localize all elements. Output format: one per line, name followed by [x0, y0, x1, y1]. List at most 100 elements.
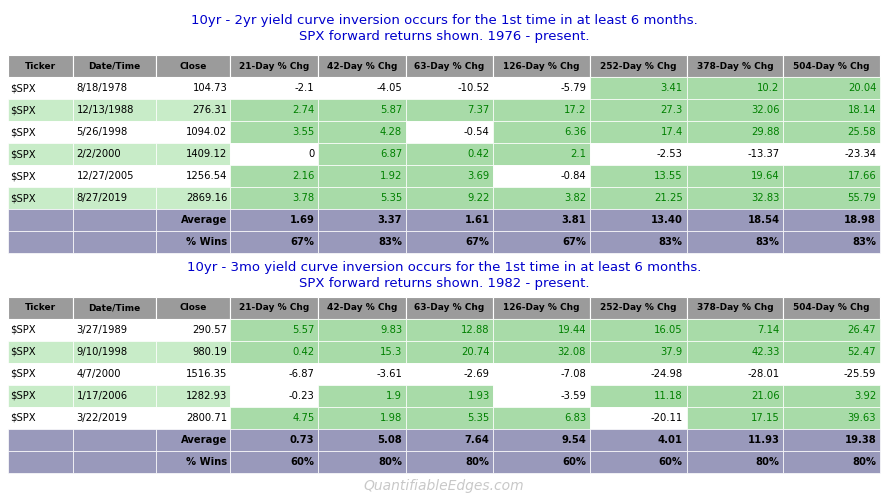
Text: 0.73: 0.73: [290, 435, 314, 445]
Bar: [156, 341, 230, 363]
Bar: [783, 451, 880, 473]
Text: 13.55: 13.55: [654, 171, 683, 181]
Bar: [686, 209, 783, 231]
Bar: [156, 121, 230, 143]
Bar: [73, 297, 156, 319]
Text: $SPX: $SPX: [11, 83, 36, 93]
Text: 18.14: 18.14: [848, 105, 876, 115]
Bar: [493, 385, 590, 407]
Text: 42-Day % Chg: 42-Day % Chg: [327, 62, 397, 71]
Text: Date/Time: Date/Time: [89, 304, 141, 313]
Bar: [8, 143, 73, 165]
Text: 1.9: 1.9: [386, 391, 402, 401]
Text: 8/27/2019: 8/27/2019: [76, 193, 128, 203]
Bar: [8, 209, 73, 231]
Text: 2.1: 2.1: [570, 149, 586, 159]
Text: $SPX: $SPX: [11, 391, 36, 401]
Bar: [73, 451, 156, 473]
Text: -7.08: -7.08: [560, 369, 586, 379]
Bar: [73, 77, 156, 99]
Text: -5.79: -5.79: [560, 83, 586, 93]
Text: 9.22: 9.22: [467, 193, 490, 203]
Text: 13.40: 13.40: [651, 215, 683, 225]
Bar: [156, 385, 230, 407]
Text: $SPX: $SPX: [11, 127, 36, 137]
Text: -0.54: -0.54: [464, 127, 490, 137]
Bar: [686, 341, 783, 363]
Text: 80%: 80%: [756, 457, 780, 467]
Bar: [406, 429, 493, 451]
Bar: [73, 165, 156, 187]
Text: 63-Day % Chg: 63-Day % Chg: [415, 304, 485, 313]
Bar: [318, 407, 406, 429]
Bar: [230, 429, 318, 451]
Text: 2/2/2000: 2/2/2000: [76, 149, 121, 159]
Bar: [493, 99, 590, 121]
Bar: [493, 297, 590, 319]
Bar: [783, 319, 880, 341]
Text: 3.92: 3.92: [854, 391, 876, 401]
Text: % Wins: % Wins: [186, 237, 227, 247]
Text: 504-Day % Chg: 504-Day % Chg: [793, 304, 870, 313]
Text: 19.44: 19.44: [558, 325, 586, 335]
Bar: [318, 55, 406, 77]
Text: 55.79: 55.79: [847, 193, 876, 203]
Text: -2.53: -2.53: [657, 149, 683, 159]
Text: 12.88: 12.88: [461, 325, 490, 335]
Bar: [493, 341, 590, 363]
Bar: [230, 187, 318, 209]
Text: -0.23: -0.23: [289, 391, 314, 401]
Text: SPX forward returns shown. 1982 - present.: SPX forward returns shown. 1982 - presen…: [298, 277, 590, 290]
Text: 11.93: 11.93: [748, 435, 780, 445]
Text: $SPX: $SPX: [11, 149, 36, 159]
Text: $SPX: $SPX: [11, 369, 36, 379]
Bar: [8, 297, 73, 319]
Bar: [783, 385, 880, 407]
Bar: [590, 341, 686, 363]
Text: 5/26/1998: 5/26/1998: [76, 127, 128, 137]
Text: 504-Day % Chg: 504-Day % Chg: [793, 62, 870, 71]
Bar: [156, 407, 230, 429]
Bar: [493, 209, 590, 231]
Text: -4.05: -4.05: [377, 83, 402, 93]
Text: 10yr - 2yr yield curve inversion occurs for the 1st time in at least 6 months.: 10yr - 2yr yield curve inversion occurs …: [191, 14, 697, 27]
Text: 67%: 67%: [290, 237, 314, 247]
Bar: [318, 429, 406, 451]
Bar: [318, 121, 406, 143]
Text: -13.37: -13.37: [748, 149, 780, 159]
Text: Ticker: Ticker: [25, 62, 56, 71]
Bar: [8, 429, 73, 451]
Text: 3.41: 3.41: [661, 83, 683, 93]
Text: 4/7/2000: 4/7/2000: [76, 369, 121, 379]
Text: 32.06: 32.06: [751, 105, 780, 115]
Bar: [8, 121, 73, 143]
Bar: [590, 99, 686, 121]
Bar: [406, 55, 493, 77]
Bar: [73, 231, 156, 253]
Bar: [318, 99, 406, 121]
Text: 3.81: 3.81: [561, 215, 586, 225]
Text: 1/17/2006: 1/17/2006: [76, 391, 128, 401]
Text: $SPX: $SPX: [11, 347, 36, 357]
Text: 378-Day % Chg: 378-Day % Chg: [697, 62, 773, 71]
Bar: [686, 231, 783, 253]
Text: 15.3: 15.3: [380, 347, 402, 357]
Bar: [493, 231, 590, 253]
Bar: [686, 319, 783, 341]
Bar: [230, 319, 318, 341]
Text: 1409.12: 1409.12: [186, 149, 227, 159]
Text: 5.08: 5.08: [377, 435, 402, 445]
Text: 20.74: 20.74: [461, 347, 490, 357]
Bar: [590, 429, 686, 451]
Bar: [590, 209, 686, 231]
Text: Date/Time: Date/Time: [89, 62, 141, 71]
Text: -3.61: -3.61: [377, 369, 402, 379]
Bar: [406, 165, 493, 187]
Text: 10yr - 3mo yield curve inversion occurs for the 1st time in at least 6 months.: 10yr - 3mo yield curve inversion occurs …: [186, 261, 702, 274]
Bar: [8, 385, 73, 407]
Text: 21-Day % Chg: 21-Day % Chg: [239, 304, 309, 313]
Text: 52.47: 52.47: [847, 347, 876, 357]
Text: 1094.02: 1094.02: [186, 127, 227, 137]
Bar: [156, 77, 230, 99]
Bar: [73, 209, 156, 231]
